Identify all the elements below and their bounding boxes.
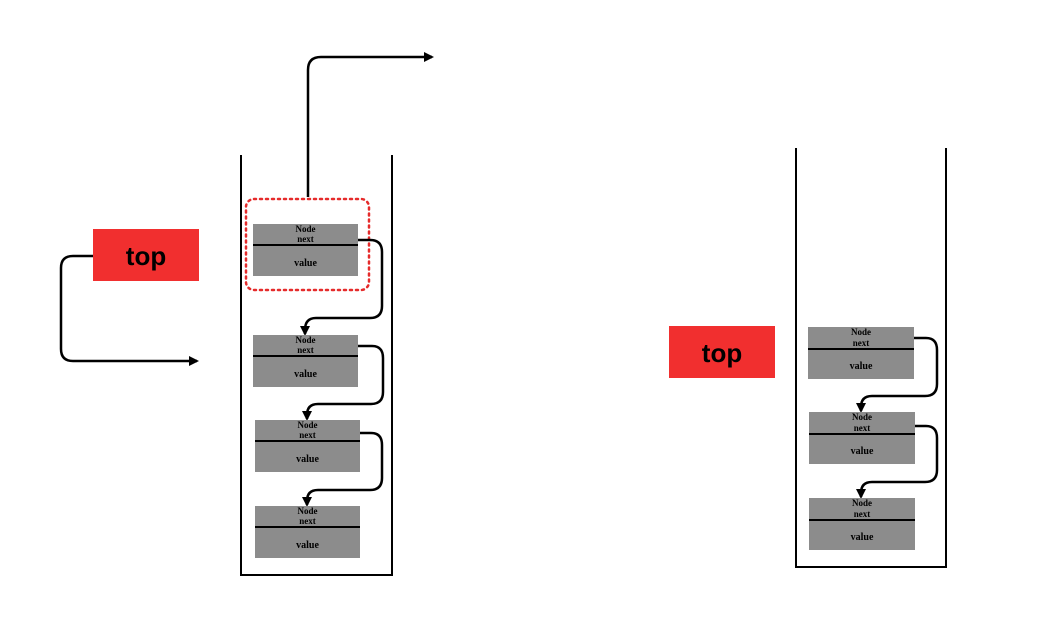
node-next-label: next xyxy=(297,345,314,355)
node-title: Node xyxy=(298,420,318,430)
left-node-2: Node next value xyxy=(253,335,358,387)
node-title: Node xyxy=(296,335,316,345)
node-title: Node xyxy=(296,224,316,234)
left-top-box xyxy=(93,229,199,281)
right-node-2: Node next value xyxy=(809,412,915,464)
right-node-3: Node next value xyxy=(809,498,915,550)
node-next-label: next xyxy=(854,509,871,519)
right-next-link-1 xyxy=(856,336,939,413)
node-value-label: value xyxy=(850,361,873,372)
left-next-link-3 xyxy=(302,431,384,507)
node-title: Node xyxy=(852,498,872,508)
node-next-label: next xyxy=(853,338,870,348)
popped-node-exit-arrow xyxy=(306,52,434,197)
left-node-4: Node next value xyxy=(255,506,360,558)
left-top-label: top xyxy=(126,241,166,271)
node-value-label: value xyxy=(851,446,874,457)
right-top-label: top xyxy=(702,338,742,368)
node-next-label: next xyxy=(854,423,871,433)
left-node-3: Node next value xyxy=(255,420,360,472)
node-next-label: next xyxy=(299,430,316,440)
popped-node-highlight xyxy=(244,197,371,292)
node-title: Node xyxy=(298,506,318,516)
left-top-pointer-arrow xyxy=(59,254,199,366)
node-next-label: next xyxy=(299,516,316,526)
node-title: Node xyxy=(852,412,872,422)
left-next-link-1 xyxy=(300,238,384,336)
node-value-label: value xyxy=(294,258,317,269)
right-node-1: Node next value xyxy=(808,327,914,379)
node-title: Node xyxy=(851,327,871,337)
right-stack-diagram: top Node next value Node next value Node… xyxy=(669,148,947,568)
left-node-1: Node next value xyxy=(253,224,358,276)
right-top-box xyxy=(669,326,775,378)
node-value-label: value xyxy=(851,532,874,543)
right-stack-container xyxy=(795,148,947,568)
node-next-label: next xyxy=(297,234,314,244)
right-next-link-2 xyxy=(856,424,939,499)
node-value-label: value xyxy=(296,540,319,551)
node-value-label: value xyxy=(294,369,317,380)
left-next-link-2 xyxy=(302,344,385,421)
node-value-label: value xyxy=(296,454,319,465)
left-stack-container xyxy=(240,155,393,576)
left-stack-diagram: top Node next value Node next value xyxy=(59,52,434,576)
